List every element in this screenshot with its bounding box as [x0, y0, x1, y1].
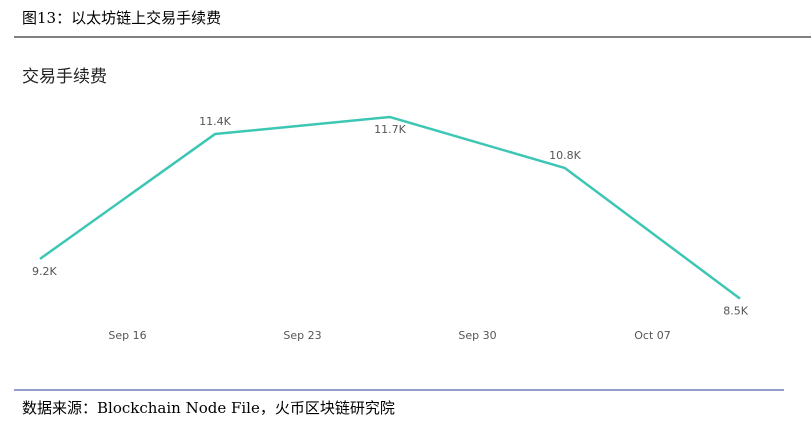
source-note: 数据来源：Blockchain Node File，火币区块链研究院 [22, 399, 395, 417]
x-tick-label: Sep 16 [108, 329, 146, 342]
data-label: 10.8K [549, 149, 581, 162]
x-tick-label: Sep 30 [458, 329, 496, 342]
data-label: 11.4K [199, 115, 231, 128]
data-label: 11.7K [374, 123, 406, 136]
chart-title: 交易手续费 [22, 67, 107, 87]
data-label: 8.5K [723, 305, 748, 318]
x-tick-label: Oct 07 [634, 329, 671, 342]
data-line [39, 115, 741, 300]
x-tick-label: Sep 23 [283, 329, 321, 342]
figure-title: 图13：以太坊链上交易手续费 [22, 9, 221, 27]
data-label: 9.2K [32, 265, 57, 278]
